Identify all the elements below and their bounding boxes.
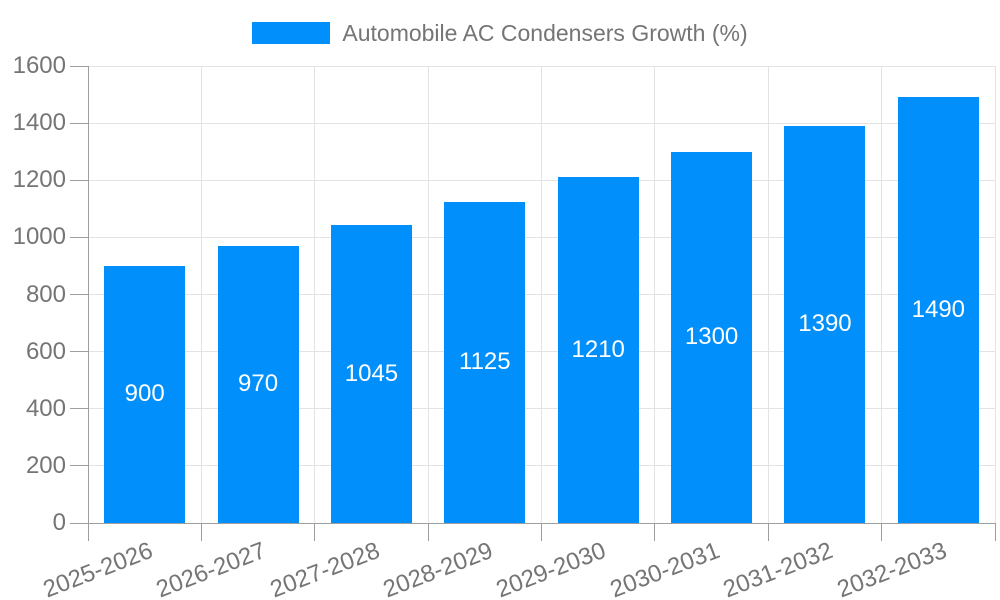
x-tick bbox=[314, 523, 316, 541]
x-tick bbox=[541, 523, 542, 541]
y-tick-label: 1600 bbox=[12, 52, 66, 79]
bar[interactable] bbox=[104, 265, 186, 523]
y-tick-label: 600 bbox=[25, 337, 66, 365]
chart-legend: Automobile AC Condensers Growth (%) bbox=[0, 20, 1000, 46]
bar[interactable] bbox=[444, 201, 526, 523]
y-tick bbox=[70, 465, 88, 467]
v-gridline bbox=[654, 66, 656, 524]
y-tick bbox=[70, 179, 88, 181]
y-tick-label: 200 bbox=[25, 451, 66, 479]
bar-value-label: 1300 bbox=[684, 323, 739, 351]
bar-value-label: 900 bbox=[124, 380, 165, 408]
x-tick bbox=[427, 523, 429, 541]
bar-value-label: 970 bbox=[238, 370, 279, 398]
x-tick-label: 2028-2029 bbox=[379, 537, 497, 600]
x-tick-label: 2030-2031 bbox=[606, 537, 724, 600]
v-gridline bbox=[767, 66, 769, 524]
x-tick bbox=[994, 523, 996, 541]
y-tick bbox=[70, 236, 88, 238]
bar[interactable] bbox=[217, 245, 299, 523]
v-gridline bbox=[314, 66, 316, 524]
bar[interactable] bbox=[671, 151, 753, 523]
y-tick bbox=[70, 65, 88, 67]
bar-value-label: 1210 bbox=[571, 336, 625, 364]
bar[interactable] bbox=[784, 125, 866, 523]
x-tick bbox=[767, 523, 769, 541]
x-tick bbox=[881, 523, 883, 541]
y-tick-label: 0 bbox=[52, 509, 66, 536]
v-gridline bbox=[541, 66, 542, 524]
v-gridline bbox=[994, 66, 996, 524]
bar-value-label: 1390 bbox=[798, 310, 852, 338]
bar[interactable] bbox=[557, 177, 639, 523]
y-axis-line bbox=[87, 66, 89, 541]
v-gridline bbox=[427, 66, 429, 524]
y-tick bbox=[70, 294, 88, 295]
y-tick bbox=[70, 122, 88, 124]
y-tick-label: 1400 bbox=[12, 109, 66, 137]
x-tick-label: 2032-2033 bbox=[833, 537, 950, 600]
x-tick-label: 2029-2030 bbox=[493, 537, 610, 600]
bar-value-label: 1490 bbox=[911, 296, 966, 324]
v-gridline bbox=[200, 66, 202, 524]
y-tick-label: 800 bbox=[25, 280, 66, 308]
v-gridline bbox=[881, 66, 883, 524]
bar[interactable] bbox=[897, 97, 979, 523]
bar-value-label: 1045 bbox=[344, 359, 399, 387]
x-tick-label: 2031-2032 bbox=[719, 537, 837, 600]
x-tick-label: 2026-2027 bbox=[152, 537, 270, 600]
y-tick-label: 1000 bbox=[12, 223, 66, 251]
x-tick bbox=[200, 523, 202, 541]
y-tick bbox=[70, 351, 88, 353]
x-tick bbox=[654, 523, 656, 541]
x-tick-label: 2027-2028 bbox=[266, 537, 384, 600]
legend-label[interactable]: Automobile AC Condensers Growth (%) bbox=[342, 20, 748, 46]
bar-value-label: 1125 bbox=[459, 348, 511, 376]
y-tick-label: 1200 bbox=[12, 166, 66, 194]
legend-swatch[interactable] bbox=[252, 22, 331, 44]
bar[interactable] bbox=[330, 224, 412, 523]
x-tick-label: 2025-2026 bbox=[39, 537, 157, 600]
y-tick bbox=[70, 408, 88, 410]
y-tick-label: 400 bbox=[25, 394, 66, 422]
y-tick bbox=[70, 522, 88, 524]
x-axis-line bbox=[88, 522, 995, 524]
